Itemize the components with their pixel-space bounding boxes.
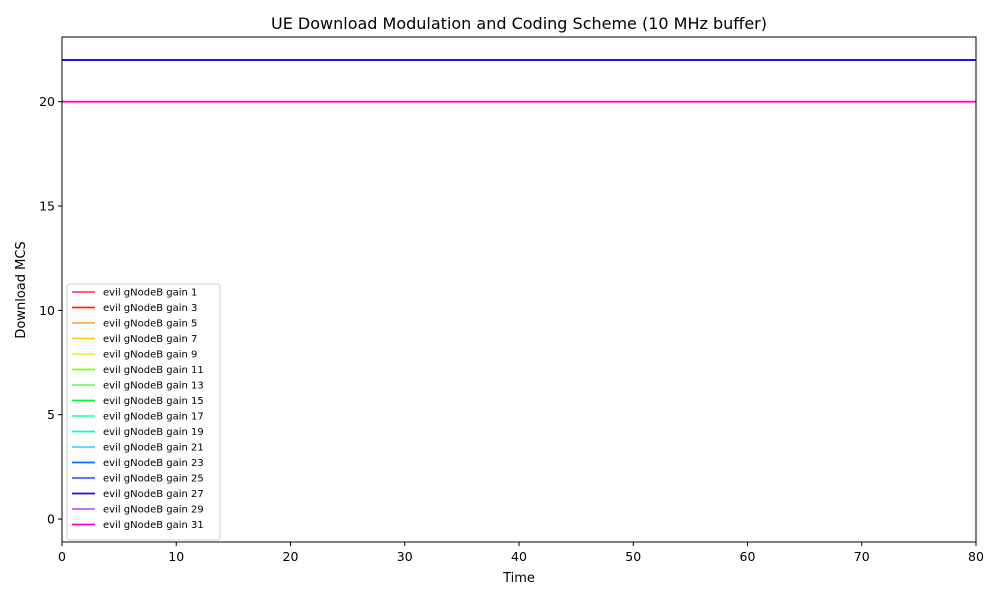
axis-ticks: 0 10 20 30 40 50 60 70 80 0 5 10 15 20 xyxy=(39,94,984,564)
x-tick-label: 50 xyxy=(625,549,641,564)
y-tick-label: 20 xyxy=(39,94,55,109)
x-tick-label: 70 xyxy=(854,549,870,564)
legend-entry-label: evil gNodeB gain 5 xyxy=(103,319,197,330)
legend: evil gNodeB gain 1 evil gNodeB gain 3 evil… xyxy=(66,283,221,541)
legend-entry-label: evil gNodeB gain 27 xyxy=(103,489,204,500)
y-tick-label: 10 xyxy=(39,303,55,318)
legend-entry-label: evil gNodeB gain 15 xyxy=(103,396,204,407)
legend-entry-label: evil gNodeB gain 3 xyxy=(103,303,197,314)
x-tick-label: 0 xyxy=(58,549,66,564)
legend-entry-label: evil gNodeB gain 7 xyxy=(103,334,197,345)
x-tick-label: 20 xyxy=(283,549,299,564)
y-axis-label: Download MCS xyxy=(14,241,29,338)
y-tick-label: 0 xyxy=(47,512,55,527)
legend-entry-label: evil gNodeB gain 23 xyxy=(103,458,204,469)
legend-entry-label: evil gNodeB gain 13 xyxy=(103,381,204,392)
legend-entry-label: evil gNodeB gain 31 xyxy=(103,520,204,531)
series-lines xyxy=(62,59,976,103)
legend-entry-label: evil gNodeB gain 19 xyxy=(103,427,204,438)
x-tick-label: 30 xyxy=(397,549,413,564)
legend-entry-label: evil gNodeB gain 29 xyxy=(103,505,204,516)
x-axis-label: Time xyxy=(502,571,535,586)
y-tick-label: 15 xyxy=(39,199,55,214)
x-tick-label: 80 xyxy=(968,549,984,564)
legend-entry-label: evil gNodeB gain 25 xyxy=(103,474,204,485)
legend-box xyxy=(66,283,221,541)
legend-entry-label: evil gNodeB gain 11 xyxy=(103,365,204,376)
legend-entry-label: evil gNodeB gain 9 xyxy=(103,350,197,361)
x-tick-label: 40 xyxy=(511,549,527,564)
y-tick-label: 5 xyxy=(47,407,55,422)
legend-entry-label: evil gNodeB gain 21 xyxy=(103,443,204,454)
chart-title: UE Download Modulation and Coding Scheme… xyxy=(271,14,767,33)
legend-entry-label: evil gNodeB gain 17 xyxy=(103,412,204,423)
legend-entry-label: evil gNodeB gain 1 xyxy=(103,288,197,299)
x-tick-label: 10 xyxy=(168,549,184,564)
x-tick-label: 60 xyxy=(740,549,756,564)
